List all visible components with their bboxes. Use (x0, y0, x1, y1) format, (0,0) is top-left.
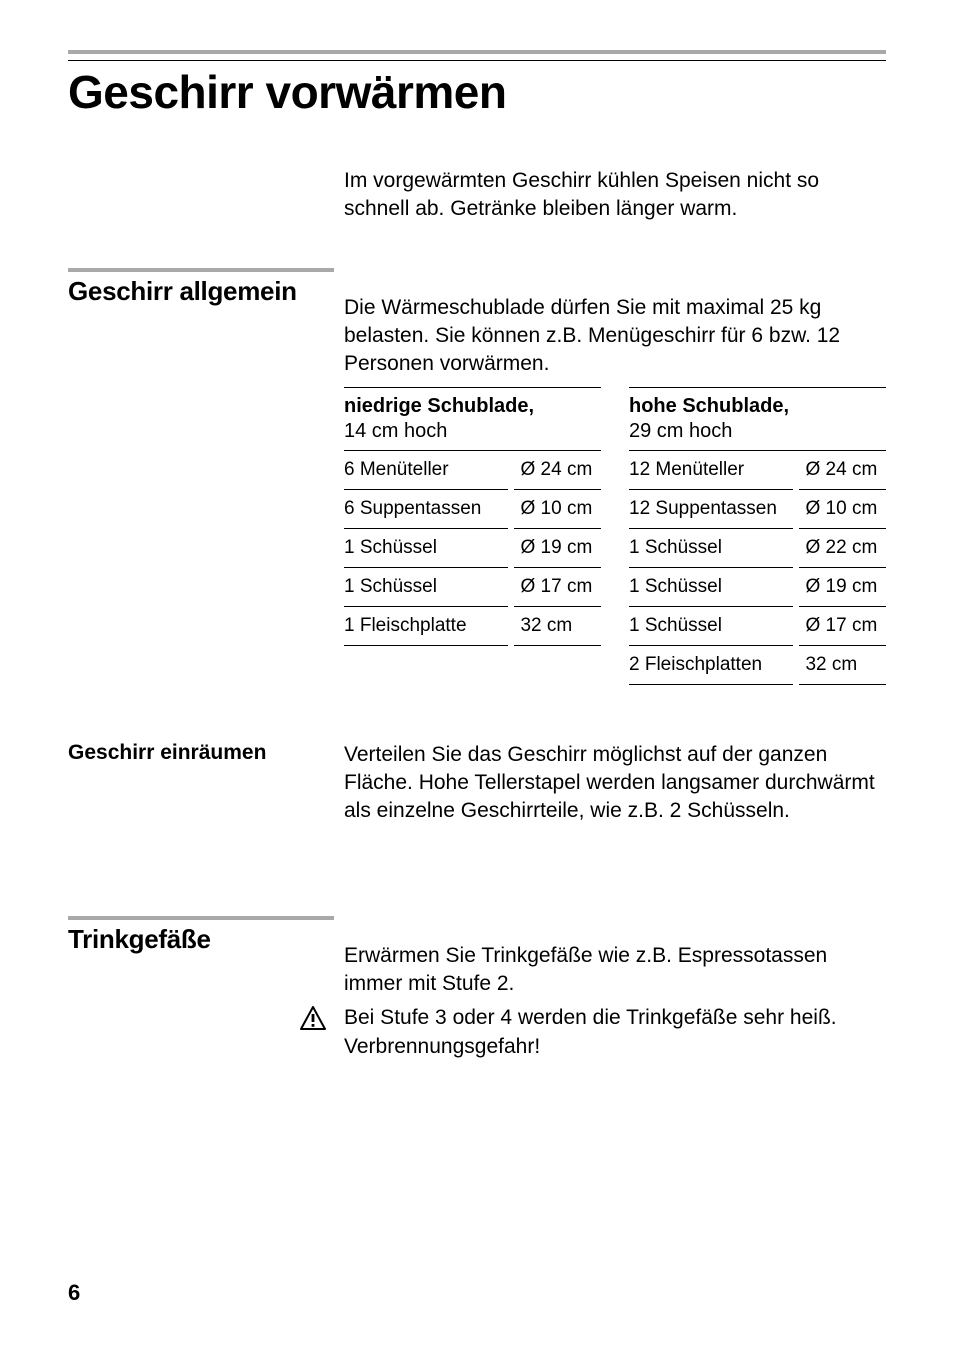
table-header: niedrige Schublade, 14 cm hoch (344, 387, 601, 451)
table-cell-size: Ø 24 cm (514, 451, 601, 490)
table-row: 2 Fleischplatten 32 cm (629, 646, 886, 685)
table-cell-size: Ø 10 cm (799, 490, 886, 529)
table-row: 12 Menüteller Ø 24 cm (629, 451, 886, 490)
table-cell-item: 1 Schüssel (629, 529, 793, 568)
page-thin-rule (68, 60, 886, 61)
table-row: 1 Schüssel Ø 19 cm (344, 529, 601, 568)
subsection-einraeumen: Geschirr einräumen Verteilen Sie das Ges… (68, 741, 886, 826)
table-cell-size: Ø 17 cm (799, 607, 886, 646)
warning-block: Bei Stufe 3 oder 4 werden die Trinkgefäß… (68, 1004, 886, 1061)
table-header-line1: hohe Schublade, (629, 394, 886, 419)
table-cell-size: Ø 24 cm (799, 451, 886, 490)
page-top-rule (68, 50, 886, 54)
intro-text: Im vorgewärmten Geschirr kühlen Speisen … (344, 167, 886, 224)
warning-icon (300, 1006, 326, 1030)
table-cell-size: 32 cm (799, 646, 886, 685)
table-cell-item: 6 Suppentassen (344, 490, 508, 529)
table-cell-item: 1 Schüssel (344, 568, 508, 607)
section-body: Die Wärmeschublade dürfen Sie mit maxima… (344, 294, 886, 379)
table-row: 1 Schüssel Ø 17 cm (629, 607, 886, 646)
section-geschirr-allgemein: Geschirr allgemein Die Wärmeschublade dü… (68, 268, 886, 379)
section-body: Erwärmen Sie Trinkgefäße wie z.B. Espres… (344, 942, 886, 999)
table-cell-size: Ø 17 cm (514, 568, 601, 607)
table-header-line2: 29 cm hoch (629, 419, 886, 444)
section-trinkgefaesse: Trinkgefäße Erwärmen Sie Trinkgefäße wie… (68, 916, 886, 999)
table-cell-size: 32 cm (514, 607, 601, 646)
table-header: hohe Schublade, 29 cm hoch (629, 387, 886, 451)
table-cell-item: 1 Fleischplatte (344, 607, 508, 646)
table-row: 12 Suppentassen Ø 10 cm (629, 490, 886, 529)
section-rule (68, 268, 334, 272)
tables-block: niedrige Schublade, 14 cm hoch 6 Menütel… (68, 387, 886, 741)
table-cell-item: 6 Menüteller (344, 451, 508, 490)
table-cell-item: 12 Suppentassen (629, 490, 793, 529)
table-cell-item: 1 Schüssel (629, 568, 793, 607)
section-heading: Geschirr allgemein (68, 276, 334, 307)
section-heading: Trinkgefäße (68, 924, 334, 955)
subsection-heading: Geschirr einräumen (68, 741, 334, 765)
table-row: 1 Schüssel Ø 17 cm (344, 568, 601, 607)
table-cell-item: 1 Schüssel (629, 607, 793, 646)
table-low-drawer: niedrige Schublade, 14 cm hoch 6 Menütel… (344, 387, 601, 685)
table-high-drawer: hohe Schublade, 29 cm hoch 12 Menüteller… (629, 387, 886, 685)
page-title: Geschirr vorwärmen (68, 65, 886, 119)
table-header-line1: niedrige Schublade, (344, 394, 601, 419)
table-row: 6 Suppentassen Ø 10 cm (344, 490, 601, 529)
table-cell-item: 12 Menüteller (629, 451, 793, 490)
table-cell-size: Ø 10 cm (514, 490, 601, 529)
table-row: 6 Menüteller Ø 24 cm (344, 451, 601, 490)
table-row: 1 Schüssel Ø 19 cm (629, 568, 886, 607)
page-number: 6 (68, 1280, 80, 1306)
warning-text: Bei Stufe 3 oder 4 werden die Trinkgefäß… (344, 1004, 886, 1061)
table-header-line2: 14 cm hoch (344, 419, 601, 444)
table-row: 1 Schüssel Ø 22 cm (629, 529, 886, 568)
table-cell-item: 1 Schüssel (344, 529, 508, 568)
table-cell-item: 2 Fleischplatten (629, 646, 793, 685)
subsection-body: Verteilen Sie das Geschirr möglichst auf… (344, 741, 886, 826)
table-row: 1 Fleischplatte 32 cm (344, 607, 601, 646)
table-cell-size: Ø 19 cm (799, 568, 886, 607)
section-rule (68, 916, 334, 920)
intro-block: Im vorgewärmten Geschirr kühlen Speisen … (68, 167, 886, 224)
table-cell-size: Ø 19 cm (514, 529, 601, 568)
table-cell-size: Ø 22 cm (799, 529, 886, 568)
